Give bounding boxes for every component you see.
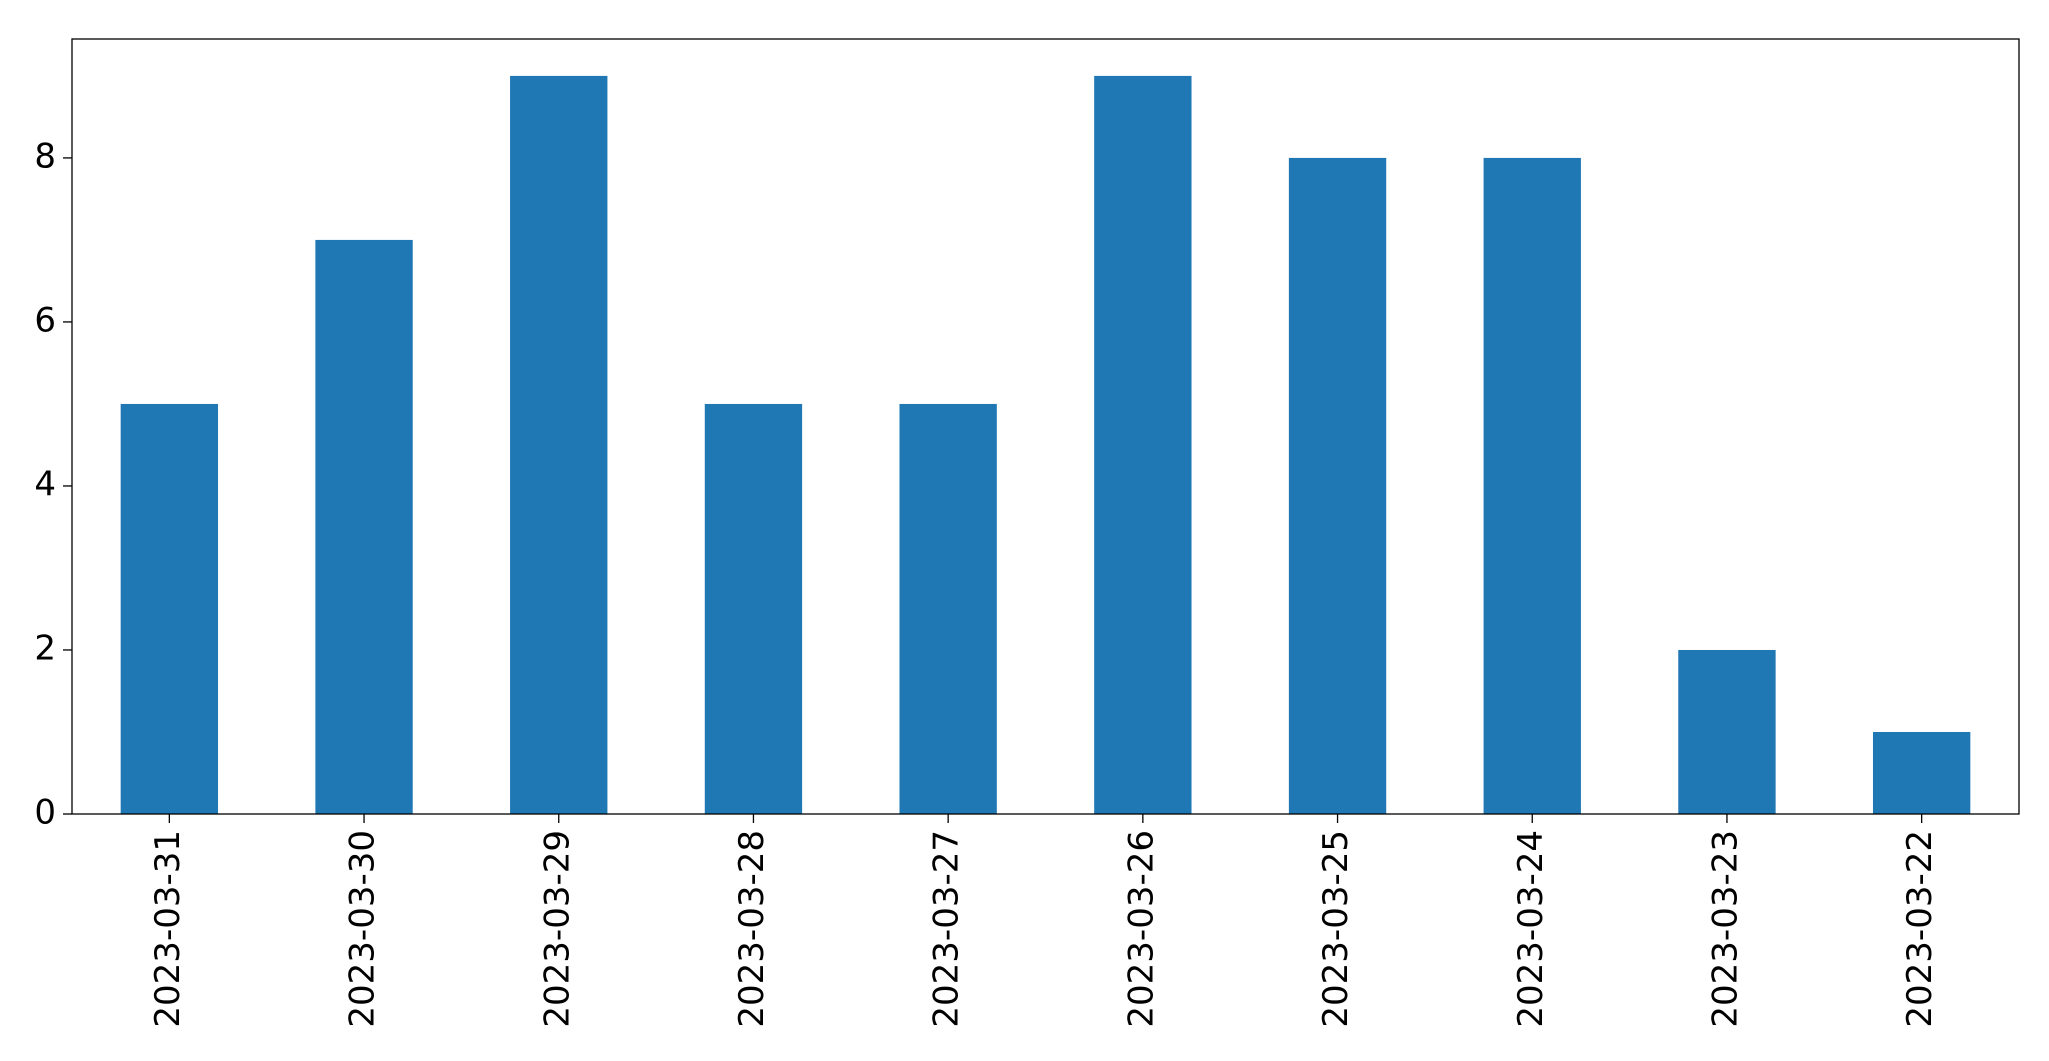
bar [899,403,997,814]
y-tick-label: 6 [34,300,56,340]
x-tick-label: 2023-03-25 [1316,830,1356,1028]
x-tick-label: 2023-03-31 [148,830,188,1028]
bar [315,239,413,815]
bar [704,403,803,814]
x-tick-label: 2023-03-24 [1511,830,1551,1028]
x-tick-label: 2023-03-28 [732,830,772,1028]
bar [510,75,608,814]
bar [1872,731,1971,814]
y-tick-label: 2 [34,628,56,668]
bar [1288,157,1387,814]
axes-frame [71,38,2020,815]
x-tick-label: 2023-03-22 [1900,830,1940,1028]
bar [1094,75,1192,814]
x-tick-label: 2023-03-30 [343,830,383,1028]
x-tick-label: 2023-03-27 [927,830,967,1028]
bar [1483,157,1581,814]
y-tick-label: 0 [34,793,56,833]
bar [120,403,219,814]
y-tick-label: 8 [34,136,56,176]
x-tick-label: 2023-03-26 [1121,830,1161,1028]
x-tick-label: 2023-03-29 [537,830,577,1028]
y-tick-label: 4 [34,464,56,504]
bar [1678,649,1776,814]
x-tick-label: 2023-03-23 [1705,830,1745,1028]
